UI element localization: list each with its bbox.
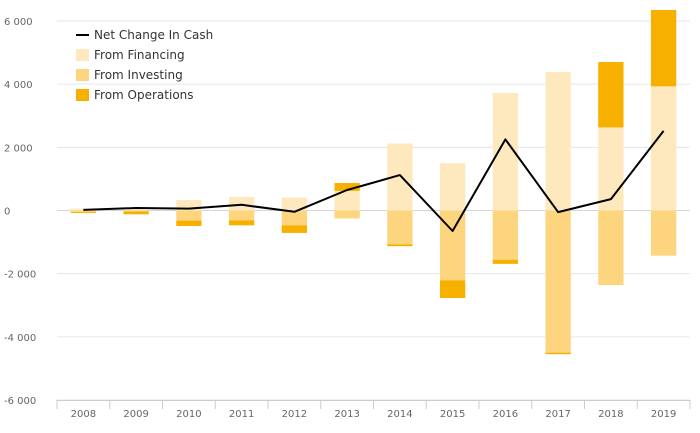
bar-from-operations	[228, 220, 255, 226]
x-tick-label: 2008	[71, 409, 96, 420]
gridlines	[57, 20, 690, 401]
x-tick-label: 2009	[123, 409, 148, 420]
net-change-line-series	[83, 130, 665, 232]
legend-label: From Investing	[94, 68, 183, 82]
bar-from-financing	[70, 208, 97, 211]
bar-series	[70, 9, 677, 355]
bar-from-operations	[387, 244, 413, 247]
x-tick-label: 2015	[440, 409, 465, 420]
bar-from-operations	[70, 212, 97, 214]
x-tick-label: 2014	[387, 409, 412, 420]
y-tick-label: 4 000	[4, 80, 33, 91]
bar-from-investing	[228, 210, 255, 221]
y-tick-label: -2 000	[4, 270, 36, 281]
bar-from-investing	[492, 210, 519, 260]
bar-from-operations	[334, 183, 360, 191]
y-tick-label: 2 000	[4, 143, 33, 154]
legend-swatch	[76, 89, 89, 101]
x-tick-label: 2010	[176, 409, 201, 420]
bar-from-operations	[650, 9, 677, 87]
bar-from-financing	[281, 197, 308, 211]
bar-from-investing	[70, 210, 97, 213]
bar-from-financing	[545, 71, 571, 211]
bar-from-investing	[545, 210, 571, 353]
bar-from-operations	[439, 280, 466, 298]
x-tick-label: 2017	[545, 409, 570, 420]
x-axis: 2008 2009 2010 2011 2012 2013 2014 2015 2016 2017…	[56, 400, 691, 420]
x-tick-label: 2019	[651, 409, 676, 420]
bar-from-financing	[228, 196, 255, 211]
y-axis-ticks: -6 000 -4 000 -2 000 0 2 000 4 000 6 000	[4, 17, 36, 407]
legend: Net Change In Cash From Financing From Inv…	[76, 28, 213, 102]
bar-from-financing	[334, 190, 360, 211]
bar-from-operations	[598, 62, 624, 128]
x-tick-label: 2013	[334, 409, 359, 420]
bar-from-financing	[598, 127, 624, 211]
y-tick-label: 0	[4, 207, 10, 218]
bar-from-operations	[545, 352, 571, 355]
legend-label: From Operations	[94, 88, 194, 102]
x-tick-label: 2012	[282, 409, 307, 420]
bar-from-investing	[281, 210, 308, 226]
legend-label: From Financing	[94, 48, 185, 62]
bar-from-financing	[123, 210, 149, 211]
y-tick-label: -4 000	[4, 333, 36, 344]
legend-swatch	[76, 49, 89, 61]
legend-swatch	[76, 69, 89, 81]
x-tick-label: 2016	[493, 409, 518, 420]
y-tick-label: 6 000	[4, 17, 33, 28]
bar-from-operations	[492, 259, 519, 264]
bar-from-investing	[387, 210, 413, 245]
legend-label: Net Change In Cash	[94, 28, 213, 42]
x-tick-label: 2011	[229, 409, 254, 420]
bar-from-investing	[598, 210, 624, 286]
bar-from-financing	[650, 86, 677, 211]
bar-from-operations	[281, 225, 308, 233]
bar-from-financing	[176, 200, 202, 211]
net-change-line	[83, 130, 665, 232]
bar-from-investing	[650, 210, 677, 256]
bar-from-investing	[176, 210, 202, 221]
bar-from-investing	[123, 210, 149, 212]
bar-from-operations	[123, 211, 149, 215]
y-tick-label: -6 000	[4, 396, 36, 407]
bar-from-operations	[176, 220, 202, 226]
x-tick-label: 2018	[598, 409, 623, 420]
bar-from-investing	[334, 210, 360, 219]
bar-from-financing	[439, 163, 466, 211]
